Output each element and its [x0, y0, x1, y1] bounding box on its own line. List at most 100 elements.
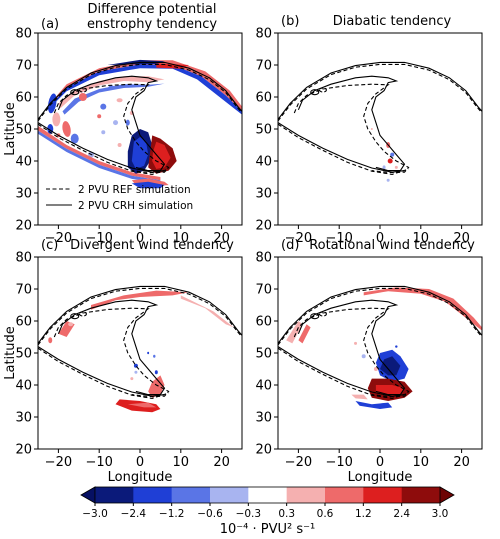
y-tick-label: 30 [15, 411, 32, 426]
colorbar-tick-label: −3.0 [82, 508, 108, 520]
colorbar-segment [401, 487, 441, 503]
y-tick-label: 20 [15, 219, 32, 234]
field-patch [131, 137, 149, 169]
outer-arc-positive [48, 60, 242, 112]
field-blob [52, 112, 61, 127]
field-blob [116, 98, 123, 103]
field-blob [78, 93, 87, 101]
colorbar-tick-label: −2.4 [121, 508, 147, 520]
y-tick-label: 40 [255, 155, 272, 170]
field-patch [131, 181, 165, 189]
field-blob [390, 152, 395, 157]
panel-title: Divergent wind tendency [70, 238, 234, 253]
ref-contour-south [278, 347, 409, 399]
x-tick-label: 20 [213, 455, 230, 470]
crh-contour-inner [297, 299, 406, 396]
field-blob [125, 119, 130, 126]
y-tick-label: 30 [255, 411, 272, 426]
field-blob [97, 114, 102, 119]
panel-tag: (a) [41, 17, 59, 32]
tendency-field [370, 128, 398, 182]
field-blob [48, 337, 53, 344]
field-blob [387, 158, 393, 164]
colorbar-tick-label: 0.6 [317, 508, 334, 520]
x-axis-label: Longitude [348, 470, 413, 485]
field-blob [361, 354, 366, 359]
field-blob [354, 341, 358, 345]
ticks: −20 −10 0 10 20 20 30 40 50 60 70 80 [255, 27, 469, 247]
field-blob [382, 165, 386, 170]
panel-title: Rotational wind tendency [309, 238, 475, 253]
y-axis-label: Latitude [3, 326, 18, 380]
panel-b: −20 −10 0 10 20 20 30 40 50 60 70 80 (b) Diabatic ten… [255, 14, 483, 247]
ref-contour-south [38, 123, 169, 175]
colorbar-tick-label: 1.2 [355, 508, 372, 520]
plot-area [38, 33, 242, 225]
y-tick-label: 70 [15, 283, 32, 298]
panel-d: −20 −10 0 10 20 20 30 40 50 60 70 80 Longitude (d) Rot… [255, 238, 483, 485]
ticks: −20 −10 0 10 20 20 30 40 50 60 70 80 [15, 27, 229, 247]
field-blob [394, 165, 398, 169]
ticks: −20 −10 0 10 20 20 30 40 50 60 70 80 [255, 251, 469, 471]
crh-contour-inner [57, 299, 166, 396]
y-tick-label: 70 [15, 59, 32, 74]
field-blob [117, 143, 122, 147]
plot-background [38, 257, 242, 449]
x-tick-label: 10 [173, 455, 190, 470]
y-tick-label: 60 [15, 315, 32, 330]
ref-contour-south [278, 123, 409, 175]
contour-loop [318, 311, 327, 317]
ref-contour-inner [293, 83, 410, 174]
ref-contour-outer [38, 63, 242, 122]
panel-title: Diabatic tendency [333, 14, 452, 29]
field-blob [370, 128, 373, 130]
x-tick-label: −10 [325, 231, 352, 246]
field-blob [100, 103, 107, 110]
pvu-contours [278, 285, 482, 399]
colorbar: −3.0 −2.4 −1.2 −0.6 −0.3 0.3 0.6 1.2 2.4 3.0 10⁻⁴ … [80, 486, 455, 537]
x-tick-label: −20 [285, 231, 312, 246]
y-tick-label: 40 [15, 379, 32, 394]
colorbar-extend-max [439, 486, 455, 504]
y-tick-label: 50 [15, 347, 32, 362]
y-tick-label: 20 [15, 443, 32, 458]
panel-a: −20 −10 0 10 20 20 30 40 50 60 70 80 Latitude (a) Diff… [3, 2, 243, 247]
y-tick-label: 20 [255, 443, 272, 458]
colorbar-tick-label: 2.4 [393, 508, 410, 520]
x-tick-label: 20 [453, 455, 470, 470]
field-blob [134, 370, 138, 374]
colorbar-tick-label: 3.0 [432, 508, 449, 520]
pvu-contours [38, 61, 242, 175]
y-tick-label: 60 [15, 91, 32, 106]
panel-c: −20 −10 0 10 20 20 30 40 50 60 70 80 Latitude Longitu… [3, 238, 243, 485]
field-patch [380, 356, 401, 376]
colorbar-unit-label: 10⁻⁴ · PVU² s⁻¹ [220, 522, 315, 537]
x-tick-label: −10 [325, 455, 352, 470]
contour-loop [310, 89, 320, 96]
colorbar-segment [325, 487, 364, 503]
contour-loop [318, 87, 327, 93]
y-tick-label: 20 [255, 219, 272, 234]
field-blob [395, 345, 398, 348]
colorbar-segment [248, 487, 287, 503]
field-patch [298, 324, 311, 344]
colorbar-segment [286, 487, 326, 503]
x-tick-label: 10 [173, 231, 190, 246]
x-tick-label: −20 [45, 455, 72, 470]
panel-title: enstrophy tendency [87, 17, 217, 32]
crh-contour-outer [278, 61, 482, 120]
field-blob [386, 178, 390, 182]
x-tick-label: −20 [285, 455, 312, 470]
jet-positive [91, 290, 189, 310]
y-tick-label: 60 [255, 315, 272, 330]
y-tick-label: 50 [15, 123, 32, 138]
ref-contour-outer [278, 287, 482, 346]
ref-contour-outer [38, 287, 242, 346]
field-blob [113, 120, 119, 126]
ref-contour-inner [53, 83, 170, 174]
panel-title: Difference potential [88, 2, 217, 17]
colorbar-tick-label: −0.3 [236, 508, 262, 520]
field-blob [62, 121, 71, 137]
panel-tag: (c) [41, 238, 58, 253]
